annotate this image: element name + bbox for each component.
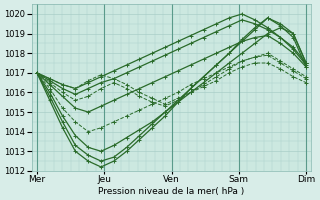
- X-axis label: Pression niveau de la mer( hPa ): Pression niveau de la mer( hPa ): [98, 187, 244, 196]
